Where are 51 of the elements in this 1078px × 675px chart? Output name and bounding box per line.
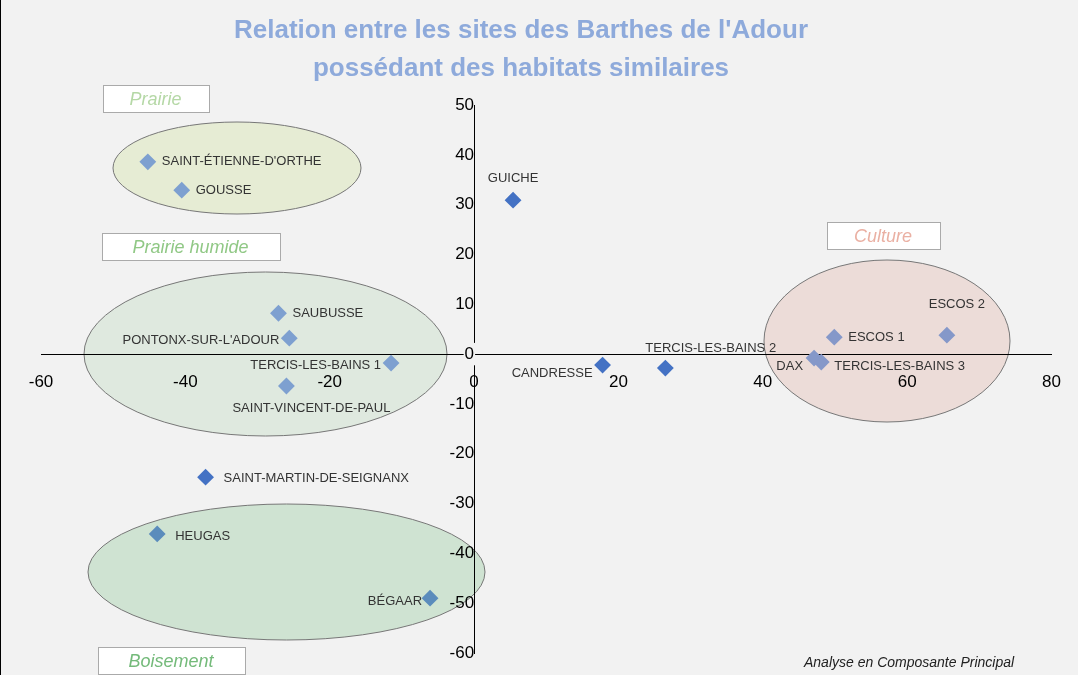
series-label: DAX [776, 357, 804, 373]
point [938, 327, 955, 344]
x-tick-label: 20 [608, 371, 628, 391]
y-tick-label: 0 [464, 343, 475, 363]
point [505, 192, 522, 209]
series-label: GUICHE [487, 169, 539, 185]
series-label: TERCIS-LES-BAINS 2 [645, 339, 777, 355]
series-label: BÉGAAR [367, 592, 423, 608]
series-label: SAUBUSSE [292, 304, 364, 320]
x-tick-label: 80 [1042, 371, 1062, 391]
series-label: TERCIS-LES-BAINS 1 [250, 356, 382, 372]
point [270, 305, 287, 322]
text: SAINT-VINCENT-DE-PAUL [232, 399, 391, 415]
series-label: CANDRESSE [511, 364, 593, 380]
x-tick-label: 60 [897, 371, 917, 391]
y-tick-label: -50 [449, 592, 475, 612]
y-tick-label: -60 [449, 642, 475, 662]
point [594, 357, 611, 374]
series-label: SAINT-MARTIN-DE-SEIGNANX [223, 469, 410, 485]
y-tick-label: -10 [449, 393, 475, 413]
annotation: Analyse en Composante Principal [804, 654, 1015, 670]
point [826, 329, 843, 346]
series-label: PONTONX-SUR-L'ADOUR [122, 331, 280, 347]
y-tick-label: -40 [449, 543, 475, 563]
point [197, 469, 214, 486]
point [383, 355, 400, 372]
series-label: ESCOS 2 [928, 295, 986, 311]
y-tick-label: 10 [455, 293, 475, 313]
point [657, 360, 674, 377]
point [139, 153, 156, 170]
y-tick-label: 30 [455, 194, 475, 214]
series-label: TERCIS-LES-BAINS 3 [834, 357, 966, 373]
point [173, 182, 190, 199]
point [281, 330, 298, 347]
point [149, 525, 166, 542]
y-tick-label: 40 [455, 144, 475, 164]
series-label: SAINT-ÉTIENNE-D'ORTHE [161, 153, 322, 169]
x-tick-label: -60 [28, 371, 54, 391]
point [422, 590, 439, 607]
chart-title: Relation entre les sites des Barthes de l'Adour possédant des habitats similaires [233, 13, 809, 84]
series-label: GOUSSE [195, 181, 252, 197]
x-tick-label: 40 [753, 371, 773, 391]
y-tick-label: -20 [449, 443, 475, 463]
x-tick-label: -40 [173, 371, 198, 391]
point [278, 377, 295, 394]
y-tick-label: -30 [449, 493, 475, 513]
y-tick-label: 20 [455, 244, 475, 264]
series-label: ESCOS 1 [848, 328, 905, 344]
x-tick-label: -20 [317, 371, 343, 391]
y-tick-label: 50 [455, 94, 475, 114]
series-label: HEUGAS [175, 527, 231, 543]
